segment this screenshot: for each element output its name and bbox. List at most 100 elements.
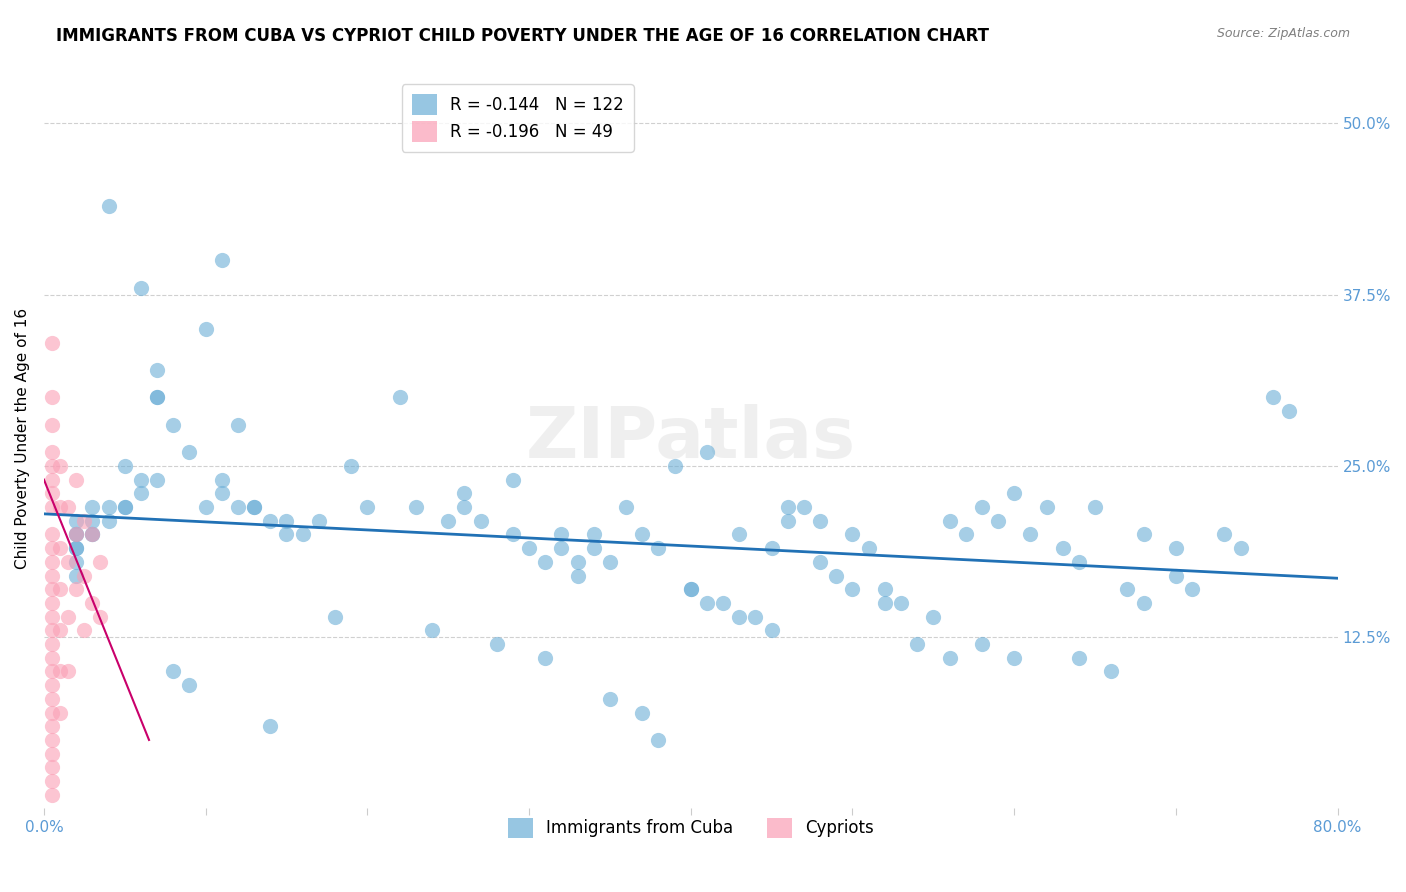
Point <box>582 527 605 541</box>
Point <box>162 665 184 679</box>
Point <box>987 514 1010 528</box>
Point <box>65 568 87 582</box>
Point <box>453 500 475 514</box>
Point <box>776 514 799 528</box>
Point <box>41 609 63 624</box>
Point <box>938 650 960 665</box>
Point <box>97 500 120 514</box>
Point <box>226 417 249 432</box>
Point <box>1229 541 1251 555</box>
Point <box>1067 650 1090 665</box>
Point <box>41 335 63 350</box>
Point <box>808 555 831 569</box>
Point <box>49 706 72 720</box>
Point <box>41 678 63 692</box>
Point <box>56 665 79 679</box>
Point <box>82 527 104 541</box>
Point <box>56 609 79 624</box>
Point <box>793 500 815 514</box>
Point <box>550 527 572 541</box>
Point <box>65 527 87 541</box>
Point <box>179 678 201 692</box>
Y-axis label: Child Poverty Under the Age of 16: Child Poverty Under the Age of 16 <box>15 308 30 569</box>
Point <box>65 541 87 555</box>
Point <box>65 555 87 569</box>
Point <box>129 486 152 500</box>
Point <box>82 596 104 610</box>
Point <box>243 500 266 514</box>
Point <box>550 541 572 555</box>
Point <box>82 527 104 541</box>
Point <box>82 527 104 541</box>
Point <box>1019 527 1042 541</box>
Point <box>49 582 72 597</box>
Point <box>41 650 63 665</box>
Point <box>56 500 79 514</box>
Point <box>211 486 233 500</box>
Point <box>502 473 524 487</box>
Point <box>534 555 557 569</box>
Point <box>82 514 104 528</box>
Point <box>1116 582 1139 597</box>
Point <box>599 691 621 706</box>
Point <box>89 555 111 569</box>
Point <box>41 390 63 404</box>
Point <box>388 390 411 404</box>
Point <box>49 624 72 638</box>
Point <box>179 445 201 459</box>
Point <box>905 637 928 651</box>
Point <box>41 568 63 582</box>
Point <box>437 514 460 528</box>
Point <box>1084 500 1107 514</box>
Point <box>41 541 63 555</box>
Point <box>41 555 63 569</box>
Point <box>73 624 96 638</box>
Point <box>776 500 799 514</box>
Point <box>420 624 443 638</box>
Point <box>567 555 589 569</box>
Point <box>858 541 880 555</box>
Point <box>146 363 169 377</box>
Point <box>194 500 217 514</box>
Point <box>517 541 540 555</box>
Point <box>1181 582 1204 597</box>
Point <box>41 733 63 747</box>
Point <box>340 458 363 473</box>
Point <box>470 514 492 528</box>
Point <box>599 555 621 569</box>
Point <box>146 390 169 404</box>
Point <box>65 527 87 541</box>
Point <box>41 417 63 432</box>
Text: Source: ZipAtlas.com: Source: ZipAtlas.com <box>1216 27 1350 40</box>
Text: IMMIGRANTS FROM CUBA VS CYPRIOT CHILD POVERTY UNDER THE AGE OF 16 CORRELATION CH: IMMIGRANTS FROM CUBA VS CYPRIOT CHILD PO… <box>56 27 990 45</box>
Point <box>41 458 63 473</box>
Point <box>162 417 184 432</box>
Point <box>146 390 169 404</box>
Point <box>146 473 169 487</box>
Point <box>114 500 136 514</box>
Point <box>1067 555 1090 569</box>
Point <box>226 500 249 514</box>
Point <box>728 527 751 541</box>
Point <box>1278 404 1301 418</box>
Point <box>841 582 863 597</box>
Point <box>259 719 281 733</box>
Point <box>41 774 63 789</box>
Point <box>41 788 63 802</box>
Text: ZIPatlas: ZIPatlas <box>526 404 856 473</box>
Point <box>97 514 120 528</box>
Point <box>276 514 298 528</box>
Point <box>129 473 152 487</box>
Point <box>41 500 63 514</box>
Point <box>65 473 87 487</box>
Point <box>1164 568 1187 582</box>
Point <box>647 733 669 747</box>
Point <box>356 500 378 514</box>
Point <box>1052 541 1074 555</box>
Point <box>679 582 702 597</box>
Point <box>194 322 217 336</box>
Point <box>41 582 63 597</box>
Point <box>938 514 960 528</box>
Point <box>41 527 63 541</box>
Point <box>808 514 831 528</box>
